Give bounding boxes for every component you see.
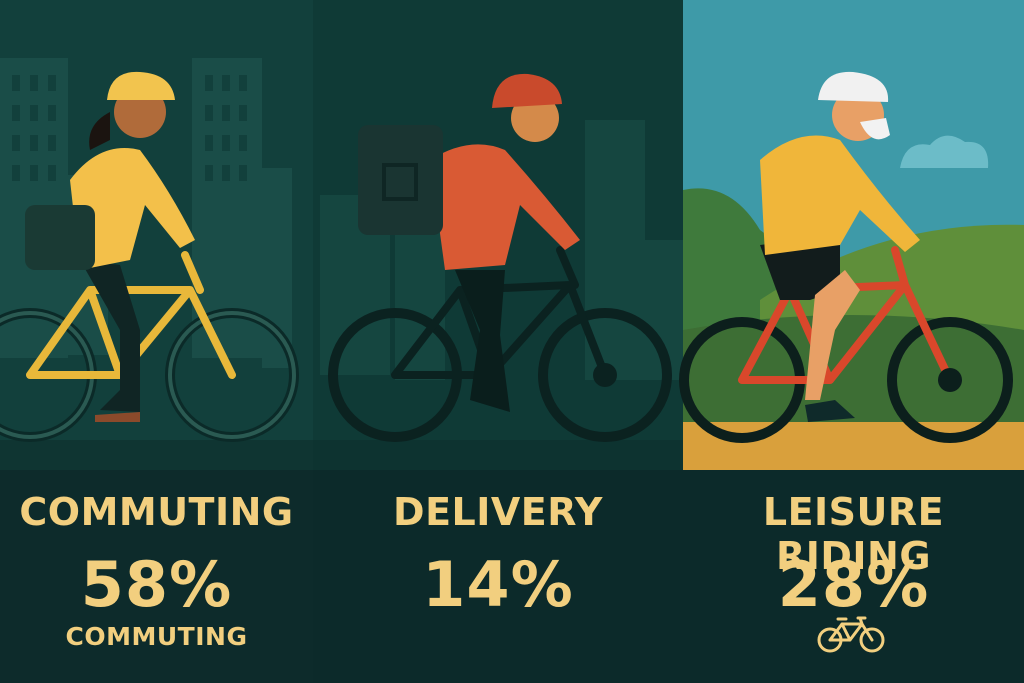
commuter-bicycle <box>0 251 299 442</box>
park-path <box>683 422 1024 470</box>
panel-sub-label: COMMUTING <box>65 622 248 651</box>
panel-delivery-illustration <box>313 0 683 470</box>
leisure-rider <box>760 71 920 422</box>
panel-title: COMMUTING <box>19 490 294 534</box>
panel-title: DELIVERY <box>393 490 603 534</box>
panel-leisure-riding: LEISURE RIDING 28% <box>683 470 1024 683</box>
commuter-rider <box>25 71 195 422</box>
delivery-rider <box>358 73 580 412</box>
panel-commuting-illustration <box>0 0 313 470</box>
bicycle-icon <box>817 616 885 653</box>
panel-percentage: 58% <box>80 548 233 621</box>
panel-delivery: DELIVERY 14% <box>313 470 683 683</box>
delivery-city-buildings <box>320 120 683 380</box>
panel-percentage: 28% <box>777 548 930 621</box>
illustration-strip <box>0 0 1024 470</box>
panel-percentage: 14% <box>422 548 574 621</box>
panel-leisure-illustration <box>679 0 1024 470</box>
panel-title: LEISURE RIDING <box>762 490 945 578</box>
panel-commuting: COMMUTING 58% COMMUTING <box>0 470 313 683</box>
cloud <box>900 135 989 168</box>
